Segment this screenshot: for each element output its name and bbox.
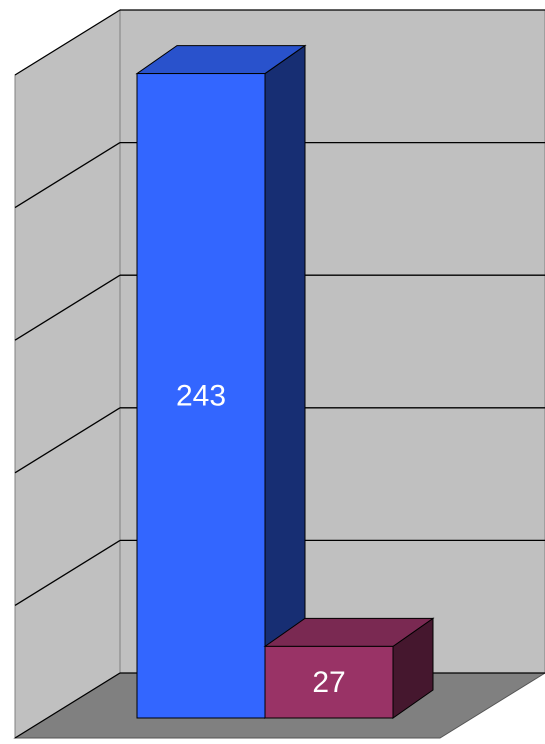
grid-line <box>14 672 121 739</box>
value-label: 243 <box>176 380 226 413</box>
grid-line <box>14 539 121 606</box>
grid-line <box>14 9 121 76</box>
bar <box>264 645 394 719</box>
side-wall <box>14 9 121 739</box>
value-label: 27 <box>312 666 345 699</box>
bar <box>136 73 266 719</box>
grid-line <box>14 142 121 209</box>
grid-line <box>14 407 121 474</box>
grid-line <box>14 274 121 341</box>
bar-side <box>264 44 306 719</box>
